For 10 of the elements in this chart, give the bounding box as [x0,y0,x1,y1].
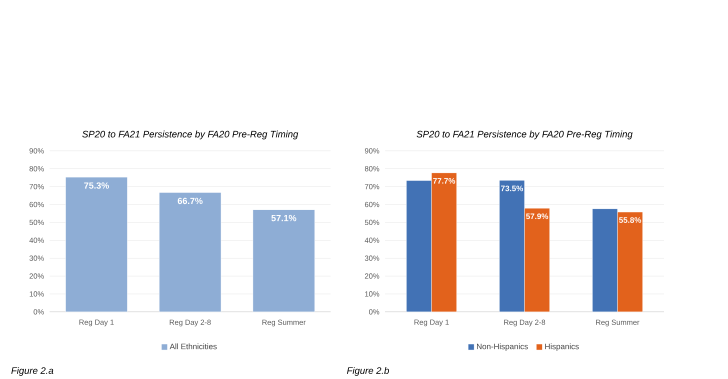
data-label: 66.7% [178,198,203,204]
data-label: 57.1% [271,214,296,222]
chart-title: SP20 to FA21 Persistence by FA20 Pre-Reg Timing [416,130,633,140]
bar [252,209,315,312]
bar [65,176,128,312]
chart-title: SP20 to FA21 Persistence by FA20 Pre-Reg Timing [82,130,298,140]
caption: Figure 2.b [346,366,390,376]
caption: Figure 2.a [11,366,54,376]
bar [159,192,222,312]
data-label: 75.3% [84,182,109,189]
